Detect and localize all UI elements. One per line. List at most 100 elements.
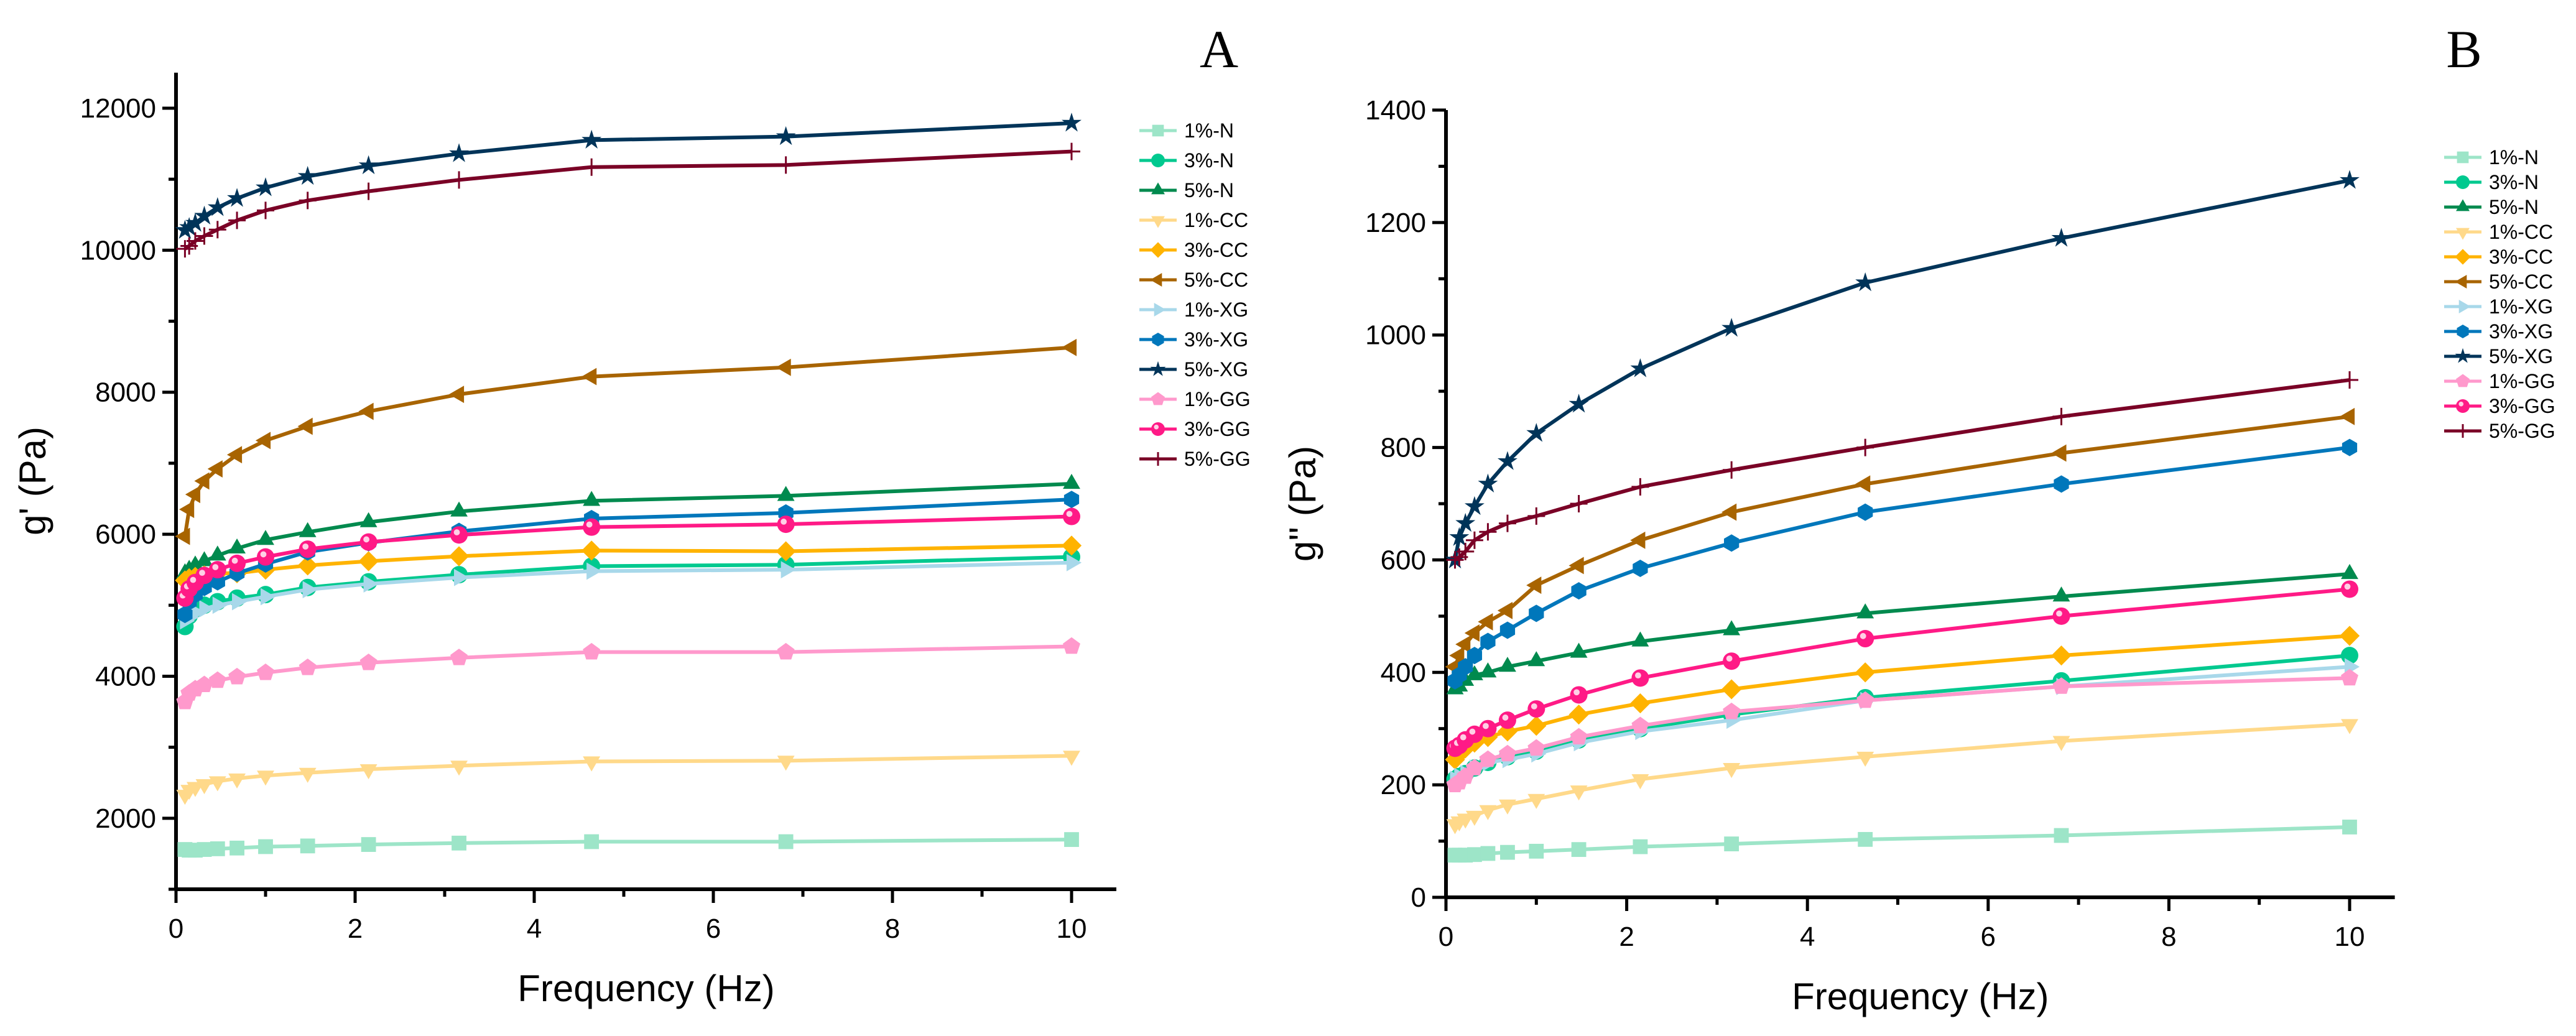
data-point-marker <box>186 232 204 250</box>
legend-label: 1%-XG <box>2489 295 2553 318</box>
legend-label: 1%-N <box>1184 119 1234 142</box>
series-line <box>183 560 1072 622</box>
legend-label: 5%-N <box>1184 179 1234 201</box>
data-point-marker-highlight <box>781 519 787 525</box>
legend-item: 5%-CC <box>2444 271 2553 293</box>
legend-label: 5%-CC <box>1184 269 1248 291</box>
data-point-marker <box>208 221 226 239</box>
data-point-marker <box>1464 496 1485 516</box>
series-line <box>183 345 1072 537</box>
data-point-marker <box>583 491 601 506</box>
data-point-marker <box>2052 736 2070 751</box>
data-point-marker <box>1497 601 1513 619</box>
series-3%-XG <box>177 491 1080 624</box>
data-point-marker <box>453 568 470 586</box>
data-point-marker <box>210 841 225 856</box>
data-point-marker <box>2340 170 2360 189</box>
data-point-marker <box>1465 665 1483 680</box>
data-point-marker <box>1855 272 1876 292</box>
data-point-marker <box>175 220 195 239</box>
data-point-marker <box>1465 810 1483 826</box>
data-point-marker <box>1527 793 1545 809</box>
data-point-marker <box>584 834 600 849</box>
data-point-marker <box>1457 542 1475 560</box>
data-point-marker <box>1568 705 1589 725</box>
legend-marker <box>2456 175 2470 189</box>
legend-marker <box>2456 424 2470 438</box>
legend-label: 3%-XG <box>1184 328 1248 351</box>
series-line <box>183 644 1072 703</box>
data-point-marker <box>1570 785 1588 801</box>
legend-marker <box>1151 422 1165 436</box>
legend-marker <box>2457 151 2469 164</box>
legend-item: 5%-CC <box>1139 269 1248 291</box>
x-tick-label: 0 <box>169 913 183 944</box>
series-5%-GG <box>1446 371 2358 569</box>
legend-item: 1%-N <box>2444 146 2539 169</box>
data-point-marker <box>776 126 796 146</box>
data-point-marker <box>1527 507 1545 525</box>
legend-label: 5%-XG <box>2489 345 2553 368</box>
data-point-marker-highlight <box>1726 655 1733 662</box>
data-point-marker <box>359 654 378 670</box>
legend-marker <box>1151 216 1165 228</box>
data-point-marker <box>581 129 602 149</box>
data-point-marker <box>777 156 795 174</box>
data-point-marker <box>299 540 317 558</box>
data-point-marker <box>1723 652 1741 670</box>
data-point-marker <box>1723 702 1741 719</box>
series-3%-XG <box>1447 438 2358 690</box>
data-point-marker <box>258 839 273 854</box>
data-point-marker <box>2051 645 2072 666</box>
data-point-marker <box>1527 700 1545 718</box>
series-1%-N <box>1447 820 2357 863</box>
data-point-marker <box>581 368 597 386</box>
y-tick-label: 4000 <box>95 661 156 691</box>
data-point-marker <box>195 551 213 567</box>
legend-marker <box>1151 182 1165 195</box>
data-point-marker <box>1498 711 1516 729</box>
legend-label: 3%-CC <box>2489 246 2553 268</box>
series-5%-GG <box>176 142 1080 258</box>
data-point-marker-highlight <box>190 576 197 583</box>
legend-marker <box>1151 154 1165 167</box>
data-point-marker <box>1570 642 1588 658</box>
data-point-marker <box>226 446 243 464</box>
data-point-marker-highlight <box>212 564 219 570</box>
data-point-marker <box>1858 831 1873 847</box>
data-point-marker <box>1633 559 1648 577</box>
data-point-marker <box>208 776 226 792</box>
series-line <box>183 497 1072 616</box>
data-point-marker <box>1856 691 1874 708</box>
data-point-marker <box>299 192 317 210</box>
data-point-marker <box>1479 719 1497 738</box>
legend-item: 5%-GG <box>1139 448 1251 470</box>
data-point-marker <box>581 540 602 561</box>
legend-marker <box>2458 300 2471 313</box>
data-point-marker <box>1571 842 1587 858</box>
legend-label: 3%-N <box>1184 149 1234 172</box>
legend-label: 1%-CC <box>1184 209 1248 231</box>
data-point-marker <box>1480 632 1496 650</box>
data-point-marker <box>185 213 205 232</box>
data-point-marker <box>1526 576 1542 594</box>
legend-label: 3%-XG <box>2489 320 2553 343</box>
data-point-marker <box>777 486 795 501</box>
data-point-marker <box>194 205 215 225</box>
data-point-marker-highlight <box>231 557 238 564</box>
y-axis-label: g'' (Pa) <box>1282 446 1323 562</box>
data-point-marker <box>448 386 465 404</box>
legend-label: 1%-GG <box>2489 370 2555 392</box>
data-point-marker <box>1527 651 1545 667</box>
data-point-marker <box>1465 759 1483 775</box>
data-point-marker <box>1465 531 1483 549</box>
data-point-marker <box>1568 557 1584 575</box>
data-point-marker <box>2054 828 2069 843</box>
x-tick-label: 8 <box>885 913 900 944</box>
data-point-marker <box>583 642 601 660</box>
data-point-marker <box>449 143 470 162</box>
data-point-marker-highlight <box>1066 511 1073 517</box>
legend-item: 1%-GG <box>2444 370 2555 392</box>
legend-marker <box>1152 124 1164 137</box>
